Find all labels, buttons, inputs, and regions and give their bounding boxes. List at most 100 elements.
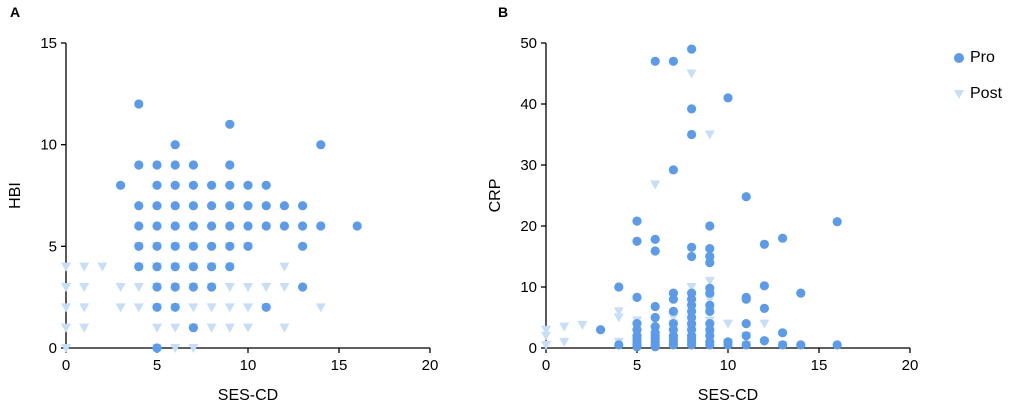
a-point-post — [261, 283, 272, 292]
b-x-tick-label: 20 — [902, 357, 919, 374]
b-point-post — [686, 69, 697, 79]
a-point-post — [79, 262, 90, 272]
a-point-pro — [207, 262, 217, 272]
a-y-tick-label: 15 — [40, 35, 57, 52]
a-point-pro — [243, 201, 253, 211]
b-point-post — [759, 319, 770, 329]
legend-label-pro: Pro — [970, 49, 995, 66]
b-point-pro — [668, 306, 679, 316]
b-point-pro — [705, 306, 715, 316]
a-point-pro — [152, 221, 162, 231]
a-point-pro — [188, 221, 198, 231]
b-point-pro — [614, 282, 624, 292]
b-point-pro — [705, 288, 715, 298]
a-y-tick-label: 5 — [49, 238, 57, 255]
b-point-pro — [705, 340, 715, 350]
b-point-pro — [759, 239, 770, 249]
a-point-post — [243, 283, 253, 292]
a-point-pro — [170, 241, 180, 251]
b-point-pro — [668, 340, 679, 350]
a-point-pro — [188, 160, 198, 170]
a-point-post — [61, 323, 71, 333]
b-point-post — [668, 313, 679, 323]
a-point-pro — [279, 201, 289, 211]
a-point-post — [206, 303, 217, 313]
a-point-pro — [134, 262, 144, 272]
a-x-tick-label: 5 — [153, 357, 161, 374]
b-point-pro — [632, 216, 642, 226]
b-point-pro — [668, 294, 679, 304]
panel-label-a: A — [10, 4, 21, 20]
a-point-pro — [152, 160, 162, 170]
a-point-post — [279, 262, 290, 272]
a-point-post — [152, 323, 162, 333]
b-point-pro — [741, 331, 751, 341]
a-point-pro — [243, 221, 253, 231]
a-point-pro — [225, 119, 235, 129]
b-point-pro — [632, 236, 642, 246]
b-point-post — [559, 337, 570, 347]
a-point-pro — [298, 282, 308, 292]
a-x-tick-label: 20 — [422, 357, 439, 374]
a-point-post — [188, 344, 199, 353]
b-point-pro — [778, 340, 788, 350]
a-point-pro — [225, 201, 235, 211]
a-point-pro — [298, 201, 308, 211]
b-point-pro — [650, 56, 660, 66]
a-point-pro — [298, 221, 308, 231]
a-point-pro — [207, 180, 217, 190]
b-point-pro — [687, 251, 697, 262]
b-point-pro — [650, 246, 660, 256]
a-x-axis-label: SES-CD — [218, 387, 278, 404]
b-point-post — [613, 307, 624, 317]
a-point-pro — [134, 201, 144, 211]
a-point-pro — [152, 180, 162, 190]
circle-marker-icon — [954, 53, 964, 63]
a-point-pro — [134, 160, 144, 170]
a-point-pro — [225, 221, 235, 231]
b-point-pro — [741, 192, 751, 202]
b-y-tick-label: 40 — [520, 96, 537, 113]
b-point-pro — [741, 340, 751, 350]
b-point-pro — [614, 340, 624, 350]
a-point-pro — [243, 180, 253, 190]
b-x-tick-label: 15 — [811, 357, 828, 374]
a-point-pro — [188, 241, 198, 251]
panel-label-b: B — [498, 4, 509, 20]
a-point-pro — [170, 221, 180, 231]
b-x-tick-label: 0 — [542, 357, 550, 374]
a-x-tick-label: 0 — [62, 357, 70, 374]
a-point-pro — [188, 262, 198, 272]
b-y-tick-label: 20 — [520, 218, 537, 235]
a-point-pro — [261, 201, 271, 211]
a-point-pro — [152, 262, 162, 272]
a-point-post — [133, 303, 144, 313]
b-y-tick-label: 50 — [520, 35, 537, 52]
a-point-pro — [170, 201, 180, 211]
a-point-pro — [134, 241, 144, 251]
a-point-pro — [170, 302, 180, 312]
b-point-pro — [705, 221, 715, 231]
b-point-post — [541, 331, 551, 341]
b-point-pro — [759, 281, 770, 291]
a-point-post — [79, 323, 90, 333]
a-point-pro — [261, 180, 271, 190]
a-point-post — [170, 344, 181, 353]
b-point-post — [613, 313, 624, 323]
a-y-tick-label: 0 — [49, 340, 57, 357]
b-point-post — [704, 276, 715, 286]
a-point-pro — [152, 201, 162, 211]
b-point-post — [686, 283, 697, 292]
b-x-tick-label: 10 — [720, 357, 737, 374]
b-point-pro — [778, 328, 788, 338]
a-point-post — [61, 262, 71, 272]
a-point-post — [79, 303, 90, 313]
a-point-post — [243, 323, 253, 333]
legend: Pro Post — [948, 44, 1034, 114]
b-point-pro — [832, 217, 842, 227]
b-point-pro — [650, 312, 660, 323]
a-point-pro — [188, 180, 198, 190]
a-point-pro — [188, 282, 198, 292]
a-point-post — [315, 303, 326, 313]
b-point-pro — [759, 336, 770, 346]
